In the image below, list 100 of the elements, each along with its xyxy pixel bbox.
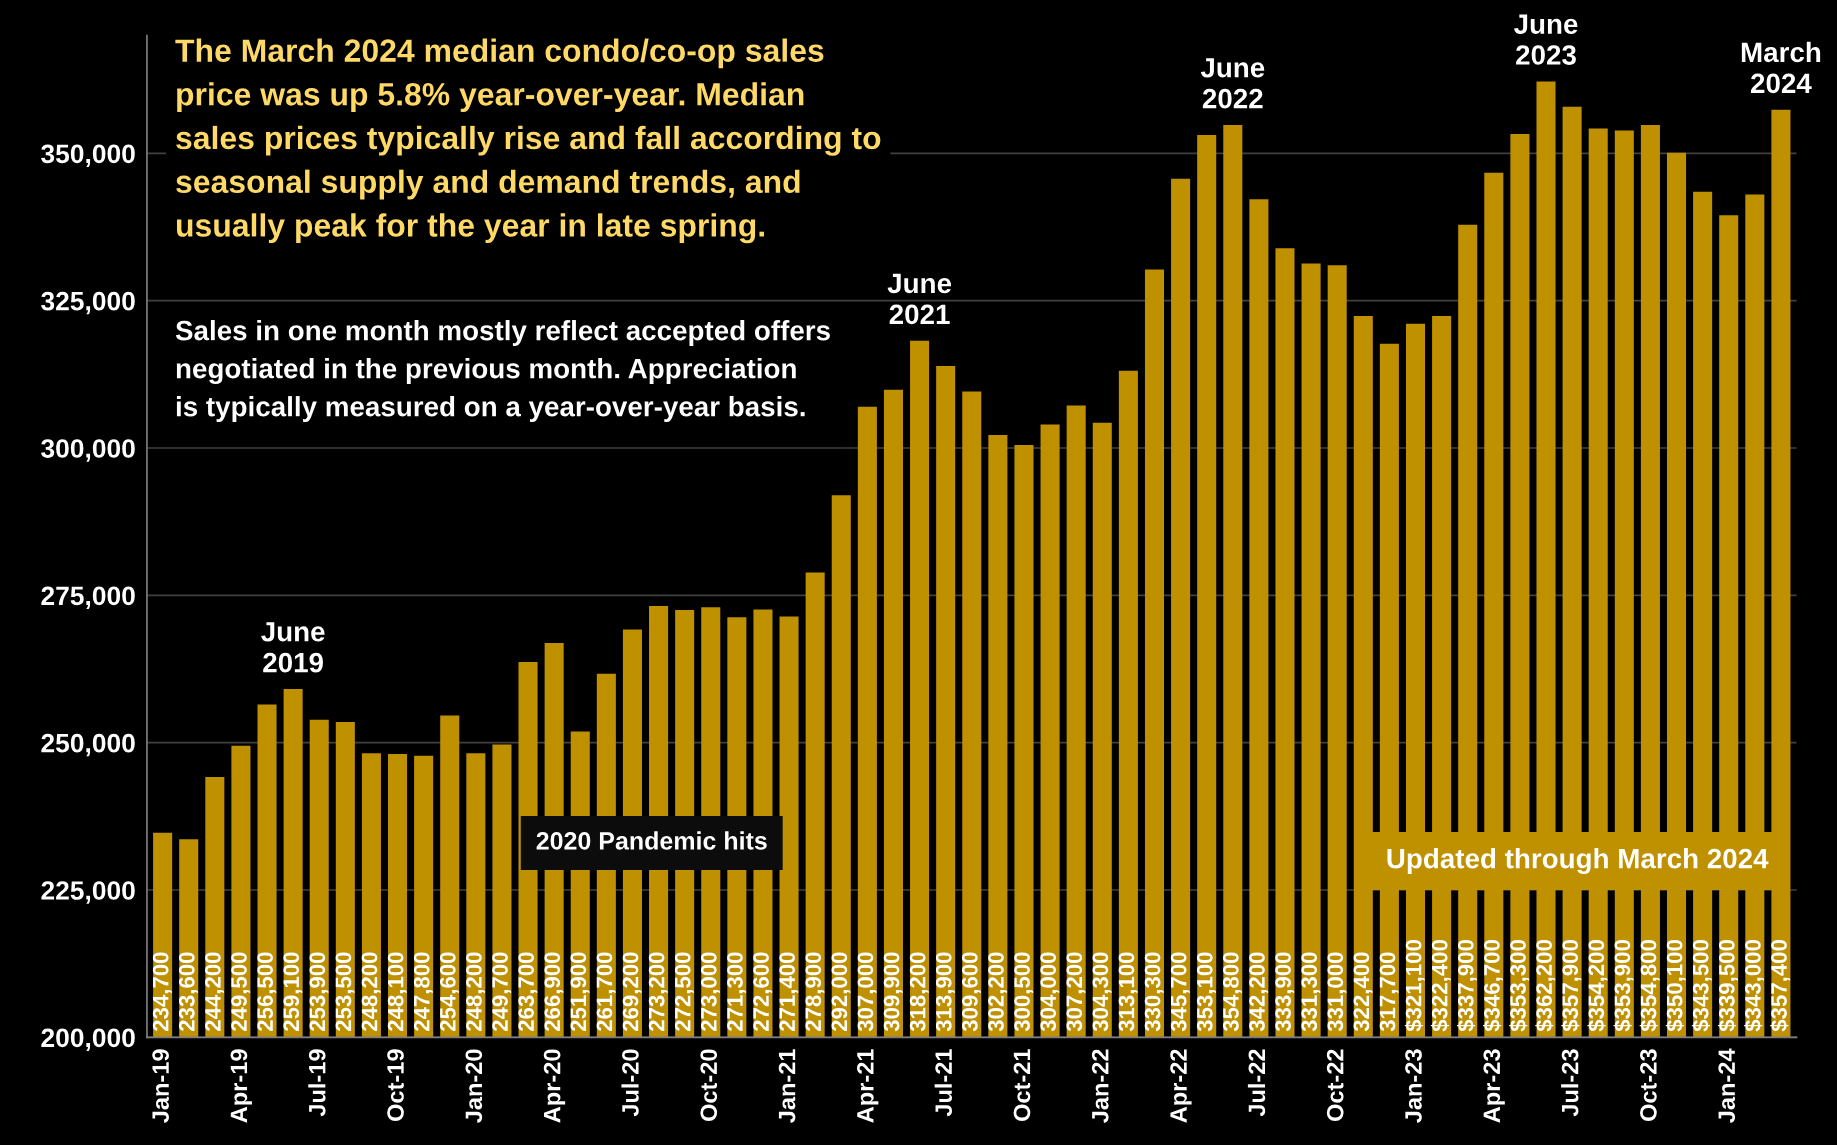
data-label: 307,200: [1066, 952, 1086, 1032]
y-tick-label: 250,000: [41, 733, 135, 757]
annotation: March 2024: [1741, 41, 1821, 94]
data-label: $350,100: [1665, 940, 1686, 1032]
data-label: 273,000: [700, 952, 720, 1032]
annotation: June 2023: [1514, 14, 1578, 65]
data-label: $343,500: [1691, 940, 1712, 1032]
data-label: 354,800: [1223, 952, 1242, 1032]
data-label: 249,700: [492, 952, 512, 1032]
data-label: 259,100: [283, 952, 303, 1032]
data-label: 307,000: [857, 952, 877, 1032]
x-tick-label: Jan-23: [1405, 1049, 1422, 1123]
data-label: 254,600: [439, 952, 459, 1032]
data-label: 272,500: [674, 952, 694, 1032]
x-tick-label: Oct-22: [1326, 1049, 1344, 1121]
annotation: June 2021: [887, 273, 952, 325]
data-label: 253,900: [309, 952, 329, 1032]
data-label: 256,500: [257, 952, 277, 1032]
y-tick-label: 350,000: [41, 144, 135, 168]
annotation: Sales in one month mostly reflect accepted offers negotiated in the previous month. Appreciation is typically measured on a year-over-year basis.: [175, 320, 830, 422]
data-label: 248,100: [387, 952, 407, 1032]
data-label: 248,200: [466, 952, 486, 1032]
y-tick-label: 300,000: [41, 439, 135, 462]
x-tick-label: Jul-23: [1561, 1049, 1579, 1117]
x-tick-label: Apr-23: [1483, 1049, 1505, 1123]
data-label: $346,700: [1483, 940, 1503, 1032]
data-label: 261,700: [596, 952, 616, 1032]
y-tick-label: 225,000: [41, 881, 135, 904]
data-label: 330,300: [1144, 952, 1164, 1032]
data-label: $337,900: [1456, 940, 1477, 1032]
data-label: 266,900: [544, 952, 564, 1032]
data-label: 248,200: [361, 952, 381, 1032]
x-tick-label: Apr-21: [856, 1049, 879, 1123]
data-label: $354,200: [1587, 940, 1608, 1032]
data-label: $353,900: [1613, 940, 1634, 1032]
data-label: 251,900: [570, 952, 590, 1032]
data-label: $357,900: [1561, 940, 1582, 1032]
data-label: 234,700: [152, 952, 172, 1032]
data-label: $321,100: [1404, 940, 1425, 1032]
data-label: 292,000: [831, 952, 851, 1032]
data-label: $343,000: [1744, 940, 1765, 1032]
x-tick-label: Apr-19: [230, 1049, 252, 1123]
x-tick-label: Jan-19: [152, 1049, 169, 1123]
x-tick-label: Jul-19: [308, 1049, 326, 1117]
data-label: 309,600: [962, 952, 981, 1032]
data-label: 271,300: [727, 952, 747, 1032]
annotation: June 2019: [261, 622, 325, 673]
data-label: 331,300: [1301, 952, 1321, 1032]
data-label: 278,900: [805, 952, 825, 1032]
annotation: The March 2024 median condo/co-op sales price was up 5.8% year-over-year. Median sales prices typically rise and fall according to seasonal supply and demand trends, and usually peak for the year in late spring.: [175, 38, 881, 244]
x-tick-label: Jan-24: [1718, 1048, 1736, 1123]
data-label: 249,500: [231, 952, 251, 1032]
x-tick-label: Oct-23: [1640, 1049, 1657, 1121]
data-label: 318,200: [909, 952, 929, 1032]
annotation: 2020 Pandemic hits: [536, 831, 767, 850]
data-label: 300,500: [1014, 952, 1034, 1032]
x-tick-label: Jan-21: [778, 1049, 796, 1123]
x-tick-label: Jul-20: [621, 1049, 639, 1117]
data-label: 317,700: [1379, 952, 1399, 1032]
data-label: $322,400: [1430, 940, 1451, 1032]
x-tick-label: Apr-22: [1170, 1049, 1192, 1123]
data-label: 273,200: [648, 952, 668, 1032]
data-label: $339,500: [1717, 940, 1738, 1032]
y-tick-label: 200,000: [41, 1028, 135, 1052]
x-tick-label: Oct-21: [1013, 1049, 1031, 1121]
data-label: $353,300: [1509, 940, 1530, 1032]
data-label: 304,000: [1040, 952, 1060, 1032]
data-label: 304,300: [1092, 952, 1112, 1032]
data-label: $357,400: [1770, 940, 1791, 1032]
data-label: 313,900: [935, 952, 955, 1032]
data-label: 353,100: [1196, 952, 1216, 1032]
y-tick-label: 325,000: [41, 291, 135, 315]
annotation: June 2022: [1200, 58, 1265, 109]
x-tick-label: Apr-20: [543, 1049, 566, 1123]
x-tick-label: Jul-21: [934, 1049, 953, 1117]
y-tick-label: 275,000: [41, 586, 135, 610]
data-label: 302,200: [988, 952, 1008, 1032]
data-label: 271,400: [779, 952, 799, 1032]
data-label: 345,700: [1170, 952, 1190, 1032]
data-label: 309,900: [883, 952, 903, 1032]
data-label: 331,000: [1327, 952, 1347, 1032]
data-label: 313,100: [1118, 952, 1138, 1032]
annotation: Updated through March 2024: [1387, 848, 1769, 875]
data-label: 322,400: [1353, 952, 1373, 1032]
data-label: 269,200: [622, 952, 642, 1032]
data-label: 247,800: [413, 952, 433, 1032]
x-tick-label: Jan-22: [1091, 1049, 1109, 1123]
x-tick-label: Jan-20: [465, 1049, 483, 1123]
x-tick-label: Jul-22: [1247, 1049, 1266, 1117]
data-label: 233,600: [178, 952, 198, 1032]
x-tick-label: Oct-19: [387, 1049, 404, 1121]
data-label: 244,200: [205, 952, 225, 1032]
data-label: 333,900: [1275, 952, 1295, 1032]
x-tick-label: Oct-20: [700, 1049, 718, 1121]
data-label: 272,600: [753, 952, 773, 1032]
data-label: 342,200: [1249, 952, 1269, 1032]
data-label: 253,500: [335, 952, 355, 1032]
data-label: $362,200: [1535, 940, 1556, 1032]
data-label: 263,700: [518, 952, 538, 1032]
data-label: $354,800: [1639, 940, 1660, 1032]
